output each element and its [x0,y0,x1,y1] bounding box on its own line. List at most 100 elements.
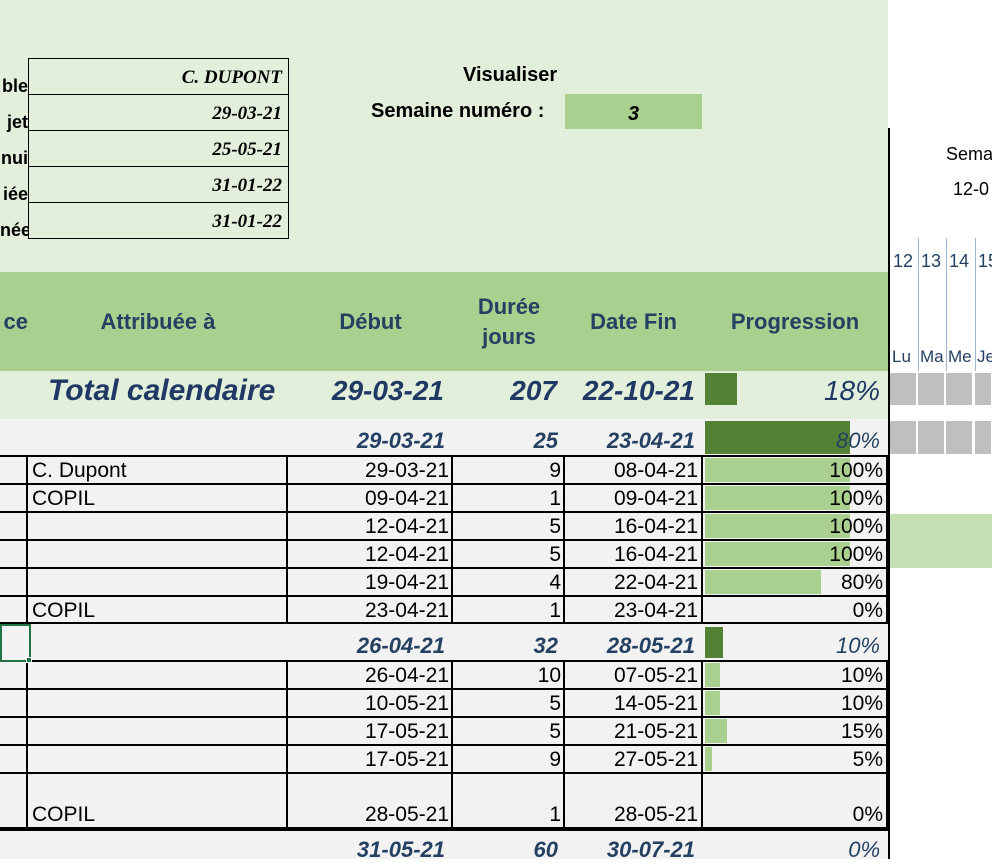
task-debut[interactable]: 28-05-21 [288,774,453,829]
task-duree[interactable]: 1 [453,485,565,513]
fill-handle[interactable] [26,657,32,663]
task-progress-cell[interactable] [703,457,888,485]
phase-duree: 25 [533,428,558,453]
task-cell-ce[interactable] [0,457,28,485]
phase-row [0,829,888,859]
task-cell-ce[interactable] [0,774,28,829]
task-duree[interactable]: 9 [453,457,565,485]
task-attribuee[interactable] [28,690,288,718]
task-attribuee[interactable] [28,541,288,569]
task-debut[interactable]: 17-05-21 [288,746,453,774]
selected-cell[interactable] [0,624,31,662]
task-duree[interactable]: 5 [453,513,565,541]
calendar-column-divider [975,238,976,371]
calendar-cell [918,421,945,454]
task-cell-ce[interactable] [0,541,28,569]
task-progress-pct: 15% [840,720,883,743]
task-fin[interactable]: 07-05-21 [565,662,703,690]
phase-fin: 23-04-21 [606,428,695,453]
task-cell-ce[interactable] [0,485,28,513]
task-cell-ce[interactable] [0,569,28,597]
task-attribuee[interactable]: C. Dupont [28,457,288,485]
info-label-continui: nui [1,148,28,168]
task-fin[interactable]: 14-05-21 [565,690,703,718]
task-debut[interactable]: 29-03-21 [288,457,453,485]
calendar-cell [975,373,992,405]
phase-debut: 31-05-21 [356,837,445,862]
table-row [0,690,888,718]
task-debut[interactable]: 12-04-21 [288,513,453,541]
info-value-date-3[interactable]: 25-05-21 [28,130,289,167]
task-attribuee[interactable]: COPIL [28,597,288,624]
phase-progress-pct: 0% [848,837,880,862]
header-date-fin: Date Fin [590,308,677,334]
task-attribuee[interactable] [28,746,288,774]
task-fin[interactable]: 16-04-21 [565,541,703,569]
task-progress-cell[interactable] [703,597,888,624]
task-debut[interactable]: 12-04-21 [288,541,453,569]
info-value-debut-projet[interactable]: 29-03-21 [28,94,289,131]
header-attribuee: Attribuée à [100,308,216,334]
task-fin[interactable]: 21-05-21 [565,718,703,746]
task-attribuee[interactable]: COPIL [28,485,288,513]
task-progress-cell[interactable] [703,662,888,690]
task-progress-cell[interactable] [703,513,888,541]
task-fin[interactable]: 22-04-21 [565,569,703,597]
task-debut[interactable]: 17-05-21 [288,718,453,746]
task-progress-pct: 100% [829,543,883,566]
task-progress-cell[interactable] [703,569,888,597]
task-cell-ce[interactable] [0,746,28,774]
task-duree[interactable]: 5 [453,718,565,746]
task-progress-cell[interactable] [703,774,888,829]
task-attribuee[interactable] [28,513,288,541]
task-cell-ce[interactable] [0,718,28,746]
phase-progress-pct: 10% [835,633,880,658]
task-duree[interactable]: 1 [453,597,565,624]
task-debut[interactable]: 09-04-21 [288,485,453,513]
semaine-number-input[interactable]: 3 [565,94,702,129]
task-progress-pct: 0% [852,599,883,622]
task-cell-ce[interactable] [0,690,28,718]
task-fin[interactable]: 09-04-21 [565,485,703,513]
task-fin[interactable]: 23-04-21 [565,597,703,624]
task-debut[interactable]: 10-05-21 [288,690,453,718]
task-fin[interactable]: 28-05-21 [565,774,703,829]
phase-duree: 32 [533,633,558,658]
calendar-column-divider [946,238,947,371]
task-progress-bar [705,542,850,566]
calendar-day-number: 12 [893,251,914,271]
task-duree[interactable]: 10 [453,662,565,690]
task-debut[interactable]: 26-04-21 [288,662,453,690]
task-fin[interactable]: 27-05-21 [565,746,703,774]
task-duree[interactable]: 5 [453,690,565,718]
task-progress-pct: 10% [840,692,883,715]
task-attribuee[interactable] [28,662,288,690]
task-cell-ce[interactable] [0,662,28,690]
task-cell-ce[interactable] [0,597,28,624]
task-progress-cell[interactable] [703,541,888,569]
info-label-responsable: ble [1,76,28,96]
task-debut[interactable]: 23-04-21 [288,597,453,624]
task-debut[interactable]: 19-04-21 [288,569,453,597]
task-progress-cell[interactable] [703,485,888,513]
task-attribuee[interactable] [28,718,288,746]
task-duree[interactable]: 4 [453,569,565,597]
task-progress-cell[interactable] [703,746,888,774]
task-progress-cell[interactable] [703,690,888,718]
task-duree[interactable]: 9 [453,746,565,774]
phase-progress-bar [705,421,850,454]
task-duree[interactable]: 5 [453,541,565,569]
task-duree[interactable]: 1 [453,774,565,829]
info-value-date-4[interactable]: 31-01-22 [28,166,289,203]
task-cell-ce[interactable] [0,513,28,541]
task-attribuee[interactable] [28,569,288,597]
task-progress-cell[interactable] [703,718,888,746]
task-fin[interactable]: 16-04-21 [565,513,703,541]
info-value-date-5[interactable]: 31-01-22 [28,202,289,239]
info-value-responsable[interactable]: C. DUPONT [28,58,289,95]
task-attribuee[interactable]: COPIL [28,774,288,829]
visualiser-title: Visualiser [463,64,558,86]
semaine-label: Semaine numéro : [371,100,545,122]
task-fin[interactable]: 08-04-21 [565,457,703,485]
calendar-column-divider [918,238,919,371]
